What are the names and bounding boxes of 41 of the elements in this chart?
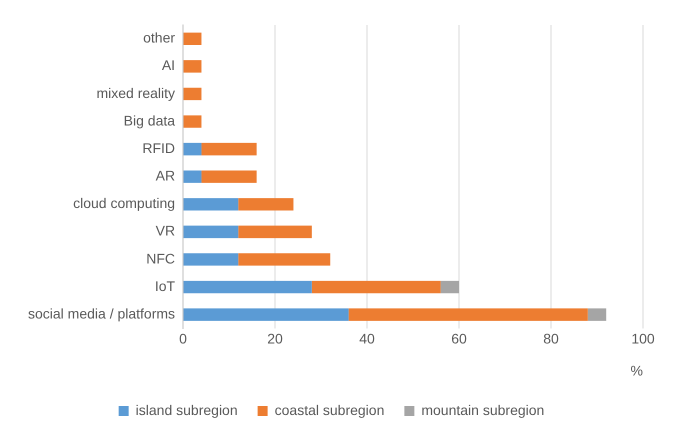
bar xyxy=(184,88,202,100)
bar xyxy=(184,142,202,156)
bar xyxy=(184,60,202,73)
bar xyxy=(440,280,460,294)
y-tick-label: social media / platforms xyxy=(28,305,176,322)
y-tick-label: RFID xyxy=(142,140,176,156)
bar xyxy=(184,115,202,128)
legend-label: coastal subregion xyxy=(274,402,384,418)
y-tick-label: mixed reality xyxy=(96,84,176,101)
bar xyxy=(184,170,202,183)
bar xyxy=(184,32,202,45)
bar xyxy=(184,308,349,321)
bar xyxy=(312,280,441,294)
x-tick-label: 80 xyxy=(543,330,560,347)
bar xyxy=(238,198,294,210)
bar xyxy=(588,308,606,321)
bar xyxy=(184,226,238,238)
x-tick-label: 20 xyxy=(267,330,284,347)
y-tick-label: VR xyxy=(156,222,176,239)
y-tick-label: AR xyxy=(156,168,176,184)
x-tick-label: 60 xyxy=(451,330,468,347)
y-tick-label: cloud computing xyxy=(73,195,176,212)
x-axis-title: % xyxy=(630,362,643,378)
x-tick-label: 100 xyxy=(631,330,655,347)
bar xyxy=(184,198,238,210)
bar xyxy=(184,253,238,266)
legend-label: island subregion xyxy=(136,402,238,418)
y-tick-label: AI xyxy=(162,57,176,74)
y-tick-label: IoT xyxy=(154,278,176,294)
y-tick-label: Big data xyxy=(124,112,176,128)
bar xyxy=(238,253,330,266)
bar xyxy=(348,308,588,321)
bar xyxy=(238,226,312,238)
x-tick-label: 0 xyxy=(179,330,188,347)
y-tick-label: other xyxy=(143,30,176,46)
bar xyxy=(201,142,257,156)
bar xyxy=(201,170,257,183)
x-tick-label: 40 xyxy=(359,330,376,347)
legend-label: mountain subregion xyxy=(421,402,544,418)
bar xyxy=(184,280,312,294)
y-tick-label: NFC xyxy=(146,250,176,266)
